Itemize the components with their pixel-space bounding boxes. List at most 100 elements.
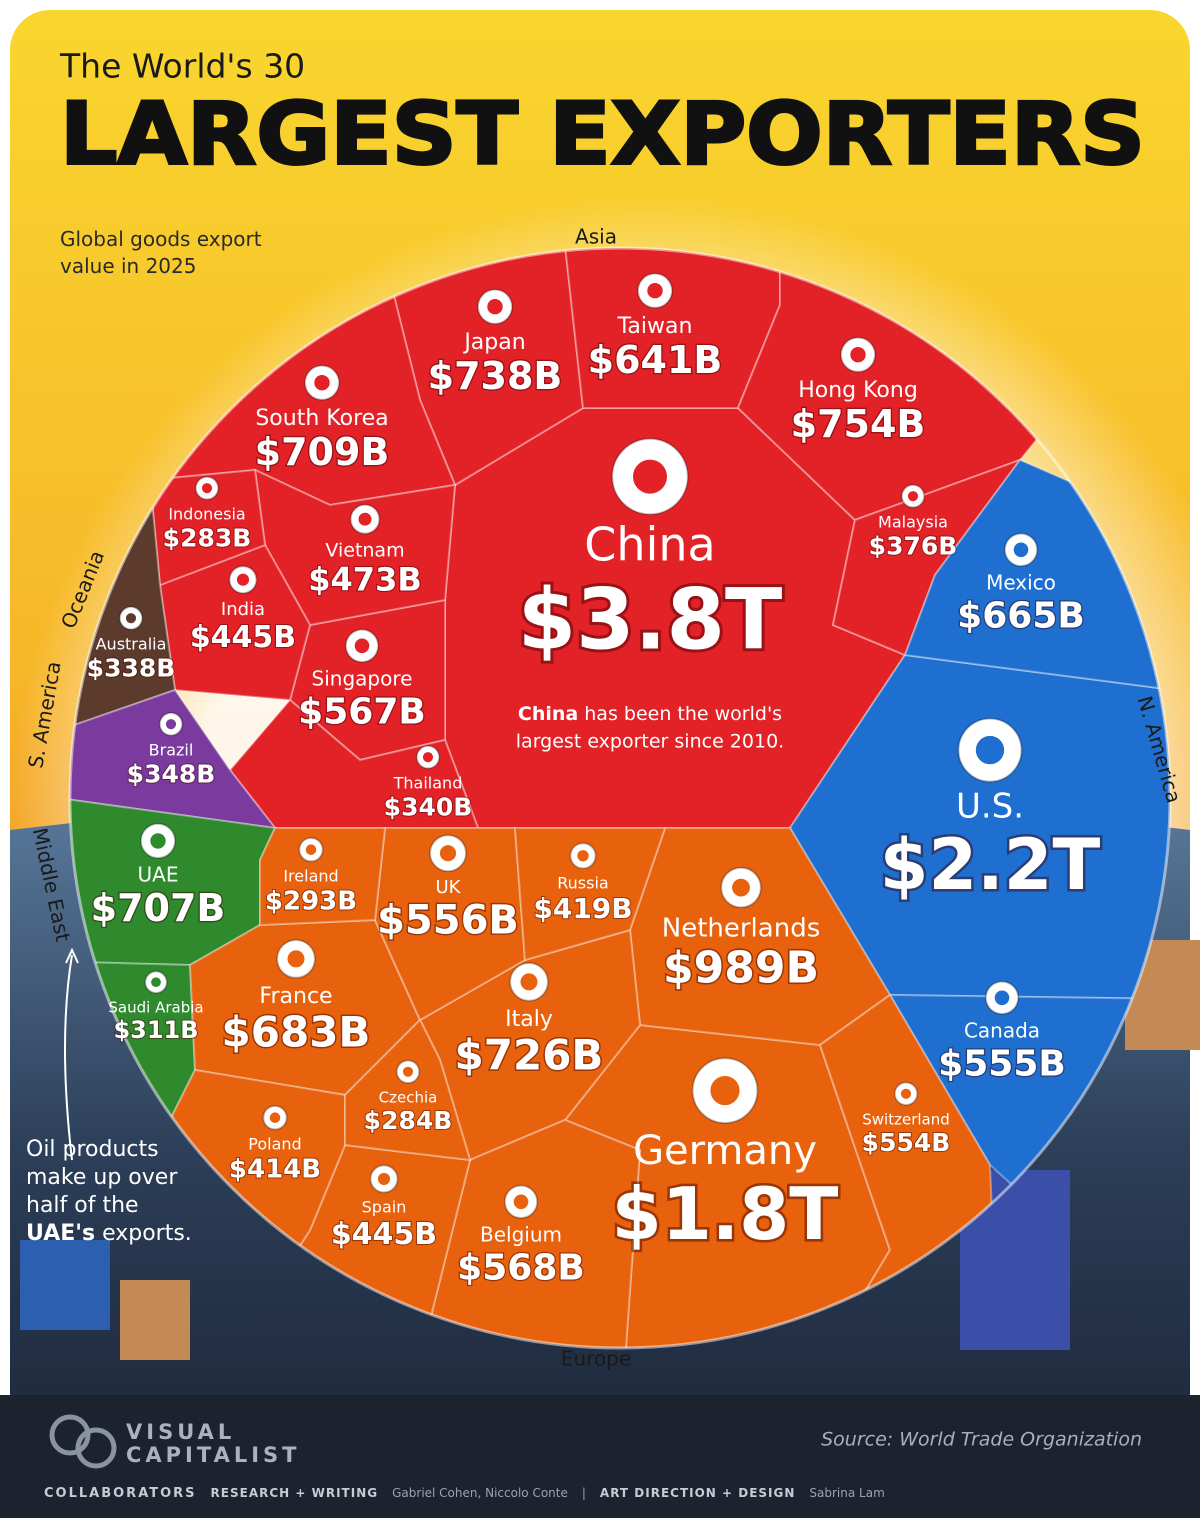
source: Source: World Trade Organization xyxy=(821,1429,1142,1451)
flag-emblem xyxy=(850,347,866,363)
logo-mark xyxy=(75,1427,117,1469)
note-text: has been the world's xyxy=(584,703,782,725)
flag-emblem xyxy=(402,1066,414,1077)
flag-emblem xyxy=(287,950,305,968)
value-label: $556B xyxy=(377,898,519,944)
flag-emblem xyxy=(577,850,589,862)
value-label: $707B xyxy=(91,886,226,930)
value-label: $568B xyxy=(457,1247,585,1288)
country-label: Japan xyxy=(462,330,525,355)
circle-outline xyxy=(68,246,1172,1350)
country-label: Spain xyxy=(362,1198,407,1217)
value-label: $2.2T xyxy=(880,824,1101,906)
cell xyxy=(148,468,267,587)
country-label: Vietnam xyxy=(325,540,404,562)
value-label: $1.8T xyxy=(612,1172,839,1256)
value-label: $3.8T xyxy=(518,570,783,668)
annotation: largest exporter since 2010. xyxy=(516,731,784,753)
value-label: $567B xyxy=(298,691,426,732)
country-label: Germany xyxy=(633,1128,817,1174)
cargo-box xyxy=(120,1280,190,1360)
country-label: France xyxy=(259,984,332,1009)
credit-separator: | xyxy=(581,1486,586,1500)
country-label: UAE xyxy=(138,863,179,887)
flag-emblem xyxy=(269,1112,281,1123)
credit-role: ART DIRECTION + DESIGN xyxy=(599,1486,796,1500)
flag-emblem xyxy=(513,1194,529,1210)
logo-mark xyxy=(49,1414,91,1456)
credits: COLLABORATORS RESEARCH + WRITING Gabriel… xyxy=(44,1486,885,1501)
flag-emblem xyxy=(439,845,457,862)
country-label: Malaysia xyxy=(878,513,948,532)
value-label: $641B xyxy=(588,338,723,382)
logo: VISUAL CAPITALIST xyxy=(49,1414,300,1469)
credit-heading: COLLABORATORS xyxy=(44,1486,197,1501)
flag-emblem xyxy=(1013,542,1029,558)
value-label: $414B xyxy=(229,1154,321,1184)
country-label: China xyxy=(584,518,715,572)
title: The World's 30 xyxy=(59,47,305,86)
country-label: Netherlands xyxy=(662,914,821,944)
cell xyxy=(513,827,667,962)
footer xyxy=(0,1395,1200,1518)
flag-emblem xyxy=(150,833,166,849)
flag-emblem xyxy=(487,299,503,315)
flag-emblem xyxy=(520,973,538,991)
flag-emblem xyxy=(354,638,370,654)
value-label: $376B xyxy=(869,531,958,560)
country-label: Indonesia xyxy=(168,505,245,524)
country-label: Poland xyxy=(248,1135,301,1154)
arrow xyxy=(64,954,73,1161)
cell xyxy=(344,1018,472,1162)
credit-names: Sabrina Lam xyxy=(809,1486,885,1500)
note-text: Oil products make up over half of the xyxy=(26,1137,178,1218)
country-label: Switzerland xyxy=(862,1111,950,1129)
country-label: U.S. xyxy=(956,787,1024,827)
country-label: Ireland xyxy=(283,867,338,886)
value-label: $683B xyxy=(222,1008,371,1057)
value-label: $726B xyxy=(455,1031,604,1080)
country-label: UK xyxy=(436,877,462,898)
country-label: Czechia xyxy=(379,1089,438,1107)
brand: VISUAL xyxy=(126,1420,235,1444)
annotation: China has been the world's xyxy=(518,703,782,725)
country-label: Thailand xyxy=(393,774,463,793)
country-label: India xyxy=(221,599,265,620)
brand: CAPITALIST xyxy=(126,1443,300,1467)
labels: AsiaChina$3.8TJapan$738BTaiwan$641BHong … xyxy=(23,225,1186,1371)
flag-emblem xyxy=(165,719,177,730)
country-label: Hong Kong xyxy=(798,378,918,403)
value-label: $445B xyxy=(190,620,296,655)
value-label: $555B xyxy=(938,1043,1066,1084)
value-label: $340B xyxy=(384,792,473,821)
container xyxy=(20,1240,110,1330)
flag-emblem xyxy=(900,1088,912,1099)
flag-emblem xyxy=(314,375,330,391)
flag-emblem xyxy=(647,283,663,299)
value-label: $284B xyxy=(364,1106,453,1135)
value-label: $554B xyxy=(862,1128,951,1157)
value-label: $419B xyxy=(533,892,632,925)
flag-emblem xyxy=(732,878,750,897)
annotation: Oil products make up over half of the UA… xyxy=(26,1136,201,1248)
value-label: $445B xyxy=(331,1217,437,1252)
country-label: Taiwan xyxy=(617,314,693,339)
value-label: $283B xyxy=(163,523,252,552)
flag-emblem xyxy=(236,573,250,586)
value-label: $348B xyxy=(127,759,216,788)
cell xyxy=(259,827,387,927)
value-label: $665B xyxy=(957,595,1085,636)
flag-emblem xyxy=(358,512,372,526)
country-label: Brazil xyxy=(149,741,194,760)
country-label: Italy xyxy=(505,1007,553,1032)
subtitle: Global goods export value in 2025 xyxy=(60,227,262,278)
country-label: Saudi Arabia xyxy=(108,999,203,1017)
arrow-head xyxy=(65,947,79,964)
region-label: Europe xyxy=(561,1347,631,1371)
country-label: Russia xyxy=(557,874,608,893)
title-emphasis: LARGEST EXPORTERS xyxy=(60,84,1145,184)
note-text: exports. xyxy=(102,1221,192,1246)
flag-emblem xyxy=(151,977,161,988)
